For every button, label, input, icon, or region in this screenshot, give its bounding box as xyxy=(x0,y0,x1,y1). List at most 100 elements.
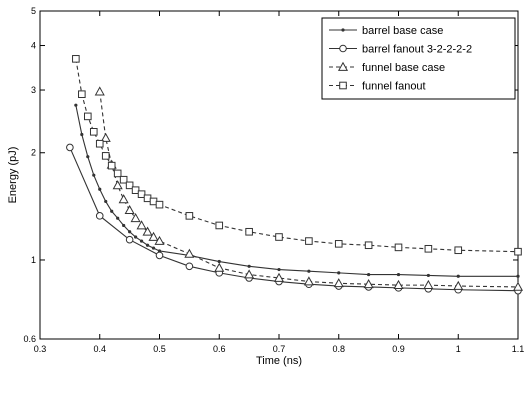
x-tick-label: 1.1 xyxy=(512,344,524,354)
data-point xyxy=(84,112,92,121)
data-point xyxy=(122,223,126,228)
data-point xyxy=(134,235,138,239)
series-3 xyxy=(94,86,524,291)
data-point xyxy=(363,278,374,289)
data-point xyxy=(424,244,433,253)
data-point xyxy=(116,216,120,220)
data-point xyxy=(514,247,522,256)
data-point xyxy=(512,281,524,291)
data-point xyxy=(100,132,111,142)
legend-label: funnel fanout xyxy=(362,81,426,93)
data-point xyxy=(453,280,464,290)
x-tick-label: 0.6 xyxy=(213,344,226,354)
data-point xyxy=(305,237,313,245)
data-point xyxy=(118,194,129,204)
data-point xyxy=(145,243,150,247)
data-point xyxy=(307,269,311,273)
y-tick-label: 3 xyxy=(31,85,36,95)
data-point xyxy=(142,226,153,236)
data-point xyxy=(137,190,146,198)
data-point xyxy=(125,235,134,244)
data-point xyxy=(273,272,285,282)
data-point xyxy=(80,132,84,137)
legend-marker xyxy=(337,61,349,71)
data-point xyxy=(131,186,140,194)
data-point xyxy=(119,175,128,184)
legend-marker xyxy=(339,81,347,90)
legend-label: funnel base case xyxy=(362,62,445,74)
data-point xyxy=(456,274,460,278)
x-tick-label: 1 xyxy=(456,344,461,354)
data-point xyxy=(86,155,90,159)
data-point xyxy=(185,212,194,220)
data-point xyxy=(426,273,430,278)
data-point xyxy=(367,272,371,277)
data-point xyxy=(66,143,74,152)
data-point xyxy=(124,204,135,215)
legend: barrel base case barrel fanout 3-2-2-2-2 f… xyxy=(321,17,516,100)
data-point xyxy=(125,181,134,190)
data-point xyxy=(364,241,373,250)
data-point xyxy=(113,169,122,178)
data-point xyxy=(74,103,78,107)
data-point xyxy=(334,240,343,248)
data-point xyxy=(89,128,98,136)
data-point xyxy=(393,279,404,289)
data-point xyxy=(337,271,341,275)
x-tick-label: 0.7 xyxy=(273,344,286,354)
data-point xyxy=(244,269,255,279)
data-point xyxy=(423,279,434,289)
data-point xyxy=(215,221,224,230)
legend-box xyxy=(321,17,516,100)
data-point xyxy=(139,239,144,243)
series-4 xyxy=(72,55,522,256)
data-point xyxy=(130,212,141,223)
data-point xyxy=(184,248,195,258)
x-tick-label: 0.8 xyxy=(332,344,345,354)
data-point xyxy=(396,272,401,277)
data-point xyxy=(94,86,105,96)
data-point xyxy=(151,246,156,250)
data-point xyxy=(333,278,344,288)
data-point xyxy=(136,220,147,230)
x-axis-ticks: 0.3 0.4 0.5 0.6 0.7 0.8 0.9 1 1.1 xyxy=(34,11,524,354)
data-point xyxy=(78,90,86,99)
y-tick-label: 5 xyxy=(31,6,36,16)
data-point xyxy=(277,267,281,272)
legend-marker xyxy=(339,44,347,53)
data-point xyxy=(107,161,116,170)
data-point xyxy=(128,230,132,234)
data-point xyxy=(92,173,96,177)
x-tick-label: 0.9 xyxy=(392,344,405,354)
series-1 xyxy=(74,103,520,278)
data-point xyxy=(72,55,80,63)
y-tick-label: 0.6 xyxy=(23,334,36,344)
data-point xyxy=(303,276,314,286)
data-point xyxy=(104,199,108,204)
x-tick-label: 0.3 xyxy=(34,344,47,354)
data-point xyxy=(101,152,110,160)
y-axis-label: Energy (pJ) xyxy=(7,147,19,204)
data-point xyxy=(214,262,225,272)
series-line xyxy=(99,91,519,288)
data-point xyxy=(394,243,403,252)
legend-marker xyxy=(341,28,345,32)
data-point xyxy=(98,187,102,191)
legend-label: barrel fanout 3-2-2-2-2 xyxy=(362,44,472,56)
data-point xyxy=(185,262,194,271)
x-tick-label: 0.4 xyxy=(93,344,106,354)
data-point xyxy=(516,274,520,278)
legend-label: barrel base case xyxy=(362,25,443,37)
data-point xyxy=(155,200,164,209)
y-tick-label: 4 xyxy=(31,41,36,51)
data-point xyxy=(454,246,463,255)
series-layer xyxy=(66,55,524,295)
data-point xyxy=(110,209,114,213)
series-line xyxy=(75,58,519,253)
y-axis-ticks: 0.6 1 2 3 4 5 xyxy=(23,6,518,344)
data-point xyxy=(245,227,253,236)
data-point xyxy=(154,235,165,245)
data-point xyxy=(155,251,164,260)
x-axis-label: Time (ns) xyxy=(256,355,302,367)
